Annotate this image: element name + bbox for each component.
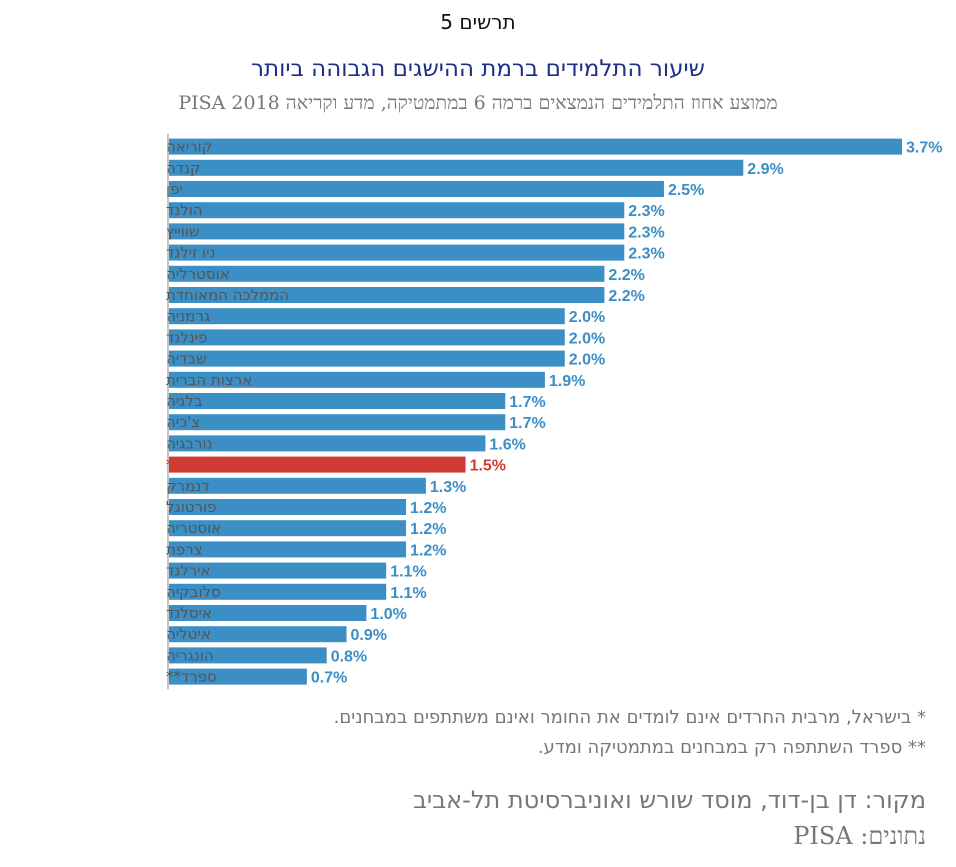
value-label-20: 1.1%: [390, 564, 426, 581]
category-label-18: אוסטריה: [166, 519, 221, 537]
category-label-3: הולנד: [166, 201, 203, 219]
value-label-22: 1.0%: [370, 606, 406, 623]
bar-19: [169, 541, 407, 558]
bar-6: [169, 265, 605, 282]
value-label-6: 2.2%: [608, 267, 644, 284]
bar-16: [169, 477, 426, 494]
category-label-4: שווייץ: [166, 222, 200, 240]
bar-1: [169, 159, 744, 176]
bar-25: [169, 668, 307, 685]
value-label-10: 2.0%: [569, 352, 605, 369]
category-label-16: דנמרק: [166, 477, 210, 495]
bar-9: [169, 329, 565, 346]
value-label-12: 1.7%: [509, 394, 545, 411]
bar-13: [169, 414, 506, 431]
footnote-spain: ** ספרד השתתפה רק במבחנים במתמטיקה ומדע.: [537, 737, 926, 758]
value-label-16: 1.3%: [430, 479, 466, 496]
category-label-25: ספרד**: [166, 668, 217, 686]
value-label-9: 2.0%: [569, 330, 605, 347]
value-label-24: 0.8%: [331, 648, 367, 665]
category-label-1: קנדה: [166, 159, 201, 177]
value-label-17: 1.2%: [410, 500, 446, 517]
bar-7: [169, 287, 605, 303]
bar-21: [169, 583, 387, 600]
category-label-22: איסלנד: [166, 604, 212, 622]
category-label-0: קוריאה: [166, 138, 212, 156]
bar-10: [169, 350, 565, 367]
category-label-14: נורבגיה: [166, 434, 213, 452]
value-label-19: 1.2%: [410, 542, 446, 559]
value-label-3: 2.3%: [628, 203, 664, 220]
category-label-20: אירלנד: [166, 562, 211, 580]
bar-8: [169, 308, 565, 325]
bar-18: [169, 520, 407, 537]
bar-17: [169, 499, 407, 515]
category-label-7: הממלכה המאוחדת: [166, 286, 289, 304]
data-source-line: נתונים: PISA: [793, 822, 926, 850]
bar-15: [169, 456, 466, 473]
chart-subtitle: ממוצע אחוז התלמידים הנמצאים ברמה 6 במתמט…: [178, 92, 778, 114]
category-label-19: צרפת: [166, 540, 203, 558]
value-label-8: 2.0%: [569, 309, 605, 326]
bar-4: [169, 223, 625, 240]
value-label-18: 1.2%: [410, 521, 446, 538]
category-label-11: ארצות הברית: [166, 371, 252, 389]
value-label-0: 3.7%: [906, 140, 942, 157]
bar-22: [169, 605, 367, 621]
category-label-12: בלגיה: [166, 392, 203, 410]
bar-11: [169, 371, 545, 388]
value-label-4: 2.3%: [628, 224, 664, 241]
category-label-21: סלובקיה: [166, 583, 221, 601]
value-label-15: 1.5%: [470, 458, 506, 475]
category-label-10: שבדיה: [166, 350, 207, 368]
bar-12: [169, 393, 506, 409]
value-label-23: 0.9%: [351, 627, 387, 644]
category-label-8: גרמניה: [166, 307, 210, 325]
value-label-25: 0.7%: [311, 670, 347, 687]
category-label-23: איטליה: [166, 625, 211, 643]
bar-0: [169, 138, 902, 155]
value-label-11: 1.9%: [549, 373, 585, 390]
category-label-9: פינלנד: [166, 328, 207, 346]
value-label-14: 1.6%: [489, 436, 525, 453]
value-label-7: 2.2%: [608, 288, 644, 305]
category-label-5: ניו זילנד: [166, 244, 215, 262]
value-label-13: 1.7%: [509, 415, 545, 432]
source-line: מקור: דן בן-דוד, מוסד שורש ואוניברסיטת ת…: [413, 786, 926, 814]
category-label-17: פורטוגל: [166, 498, 216, 516]
bar-2: [169, 181, 664, 197]
bar-14: [169, 435, 486, 452]
chart-title: שיעור התלמידים ברמת ההישגים הגבוהה ביותר: [251, 56, 705, 82]
bar-23: [169, 626, 347, 643]
bar-3: [169, 202, 625, 219]
category-label-6: אוסטרליה: [166, 265, 230, 283]
value-label-5: 2.3%: [628, 246, 664, 263]
category-label-2: יפן: [166, 180, 183, 198]
category-label-24: הונגריה: [166, 646, 214, 664]
figure-label: תרשים 5: [440, 10, 516, 34]
category-label-15: ישראל*: [166, 456, 219, 474]
value-label-21: 1.1%: [390, 585, 426, 602]
bar-5: [169, 244, 625, 261]
value-label-2: 2.5%: [668, 182, 704, 199]
bar-20: [169, 562, 387, 579]
value-label-1: 2.9%: [747, 161, 783, 178]
bar-24: [169, 647, 327, 664]
footnote-haredi: * בישראל, מרבית החרדים אינם לומדים את הח…: [333, 707, 926, 728]
category-label-13: צ'כיה: [166, 413, 200, 431]
